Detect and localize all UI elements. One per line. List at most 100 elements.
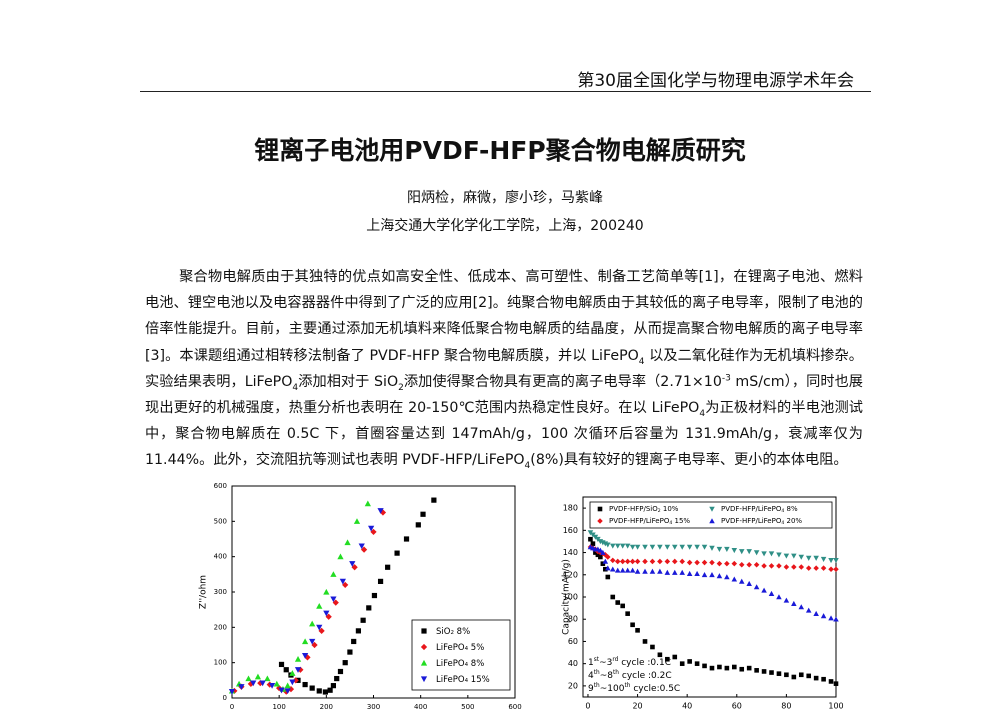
y-axis-label: Z''/ohm bbox=[199, 575, 209, 609]
marker bbox=[731, 576, 738, 582]
marker bbox=[309, 620, 316, 627]
abstract-text: (8%)具有较好的锂离子电导率、更小的本体电阻。 bbox=[530, 452, 848, 469]
marker bbox=[420, 659, 428, 666]
marker bbox=[602, 558, 609, 564]
marker bbox=[769, 670, 774, 675]
marker bbox=[686, 544, 693, 550]
legend-label-part: 4 bbox=[781, 508, 784, 514]
marker bbox=[701, 559, 708, 566]
marker bbox=[687, 659, 692, 664]
annotation-part: th bbox=[624, 683, 630, 689]
legend-label-part: PVDF-HFP/LiFePO bbox=[721, 505, 782, 513]
marker bbox=[332, 599, 339, 606]
marker bbox=[624, 543, 631, 549]
y-tick-label: 140 bbox=[563, 548, 578, 557]
y-tick-label: 60 bbox=[568, 637, 578, 646]
marker bbox=[619, 543, 626, 549]
marker bbox=[642, 568, 648, 574]
marker bbox=[821, 676, 826, 682]
x-tick-label: 20 bbox=[632, 702, 642, 711]
marker bbox=[394, 550, 400, 556]
marker bbox=[257, 680, 264, 687]
y-tick-label: 400 bbox=[214, 553, 227, 561]
marker bbox=[768, 551, 775, 557]
marker bbox=[754, 668, 759, 673]
marker bbox=[664, 544, 671, 550]
y-tick-label: 100 bbox=[563, 593, 578, 602]
marker bbox=[337, 668, 344, 675]
marker bbox=[694, 661, 700, 666]
marker bbox=[322, 689, 328, 695]
marker bbox=[327, 687, 333, 693]
marker bbox=[753, 562, 760, 568]
marker bbox=[420, 643, 428, 651]
marker bbox=[337, 553, 344, 560]
marker bbox=[761, 587, 767, 593]
marker bbox=[657, 652, 663, 658]
marker bbox=[739, 666, 745, 672]
marker bbox=[273, 680, 280, 687]
abstract-text: 2 bbox=[398, 382, 404, 393]
marker bbox=[813, 610, 819, 616]
marker bbox=[783, 597, 790, 603]
marker bbox=[284, 682, 291, 689]
marker bbox=[701, 544, 708, 550]
y-tick-label: 180 bbox=[563, 504, 578, 513]
marker bbox=[610, 557, 616, 564]
marker bbox=[420, 676, 428, 683]
y-tick-label: 0 bbox=[223, 694, 227, 702]
annotation-part: 9 bbox=[588, 684, 594, 694]
marker bbox=[620, 603, 625, 609]
marker bbox=[289, 670, 296, 676]
y-tick-label: 160 bbox=[563, 526, 578, 535]
marker bbox=[833, 558, 839, 564]
marker bbox=[828, 679, 834, 684]
legend-label-part: PVDF-HFP/LiFePO bbox=[721, 517, 782, 525]
marker bbox=[615, 600, 621, 605]
marker bbox=[664, 558, 671, 565]
marker bbox=[724, 574, 730, 580]
annotation-part: th bbox=[594, 683, 600, 689]
marker bbox=[694, 570, 700, 576]
marker bbox=[649, 558, 656, 565]
marker bbox=[672, 544, 678, 550]
marker bbox=[377, 508, 384, 514]
marker bbox=[709, 518, 715, 524]
marker bbox=[330, 596, 337, 603]
annotation-part: cycle :0.2C bbox=[619, 671, 672, 681]
legend-label-part: 4 bbox=[465, 662, 469, 668]
annotation: 4th~8th cycle :0.2C bbox=[588, 670, 672, 681]
marker bbox=[353, 518, 361, 524]
x-tick-label: 100 bbox=[828, 702, 843, 711]
marker bbox=[768, 563, 775, 569]
marker bbox=[791, 564, 797, 570]
marker bbox=[805, 607, 812, 613]
legend-label: PVDF-HFP/SiO2 10% bbox=[609, 505, 679, 514]
marker bbox=[798, 672, 804, 678]
marker bbox=[724, 560, 730, 567]
affiliation: 上海交通大学化学化工学院，上海，200240 bbox=[366, 218, 644, 234]
legend-label-part: 5% bbox=[468, 643, 484, 653]
conference-header: 第30届全国化学与物理电源学术年会 bbox=[577, 71, 854, 91]
y-tick-label: 500 bbox=[214, 517, 227, 525]
marker bbox=[283, 667, 289, 673]
marker bbox=[806, 673, 812, 679]
x-tick-label: 40 bbox=[682, 702, 692, 711]
abstract-text: 4 bbox=[292, 382, 299, 393]
marker bbox=[791, 600, 797, 606]
marker bbox=[813, 555, 819, 561]
marker bbox=[330, 683, 337, 689]
marker bbox=[701, 572, 708, 578]
marker bbox=[679, 661, 685, 666]
marker bbox=[694, 544, 700, 550]
marker bbox=[665, 656, 670, 662]
marker bbox=[590, 541, 596, 546]
marker bbox=[833, 616, 839, 622]
marker bbox=[635, 628, 640, 633]
marker bbox=[813, 675, 819, 681]
marker bbox=[724, 665, 730, 671]
marker bbox=[605, 542, 611, 548]
marker bbox=[679, 558, 685, 565]
